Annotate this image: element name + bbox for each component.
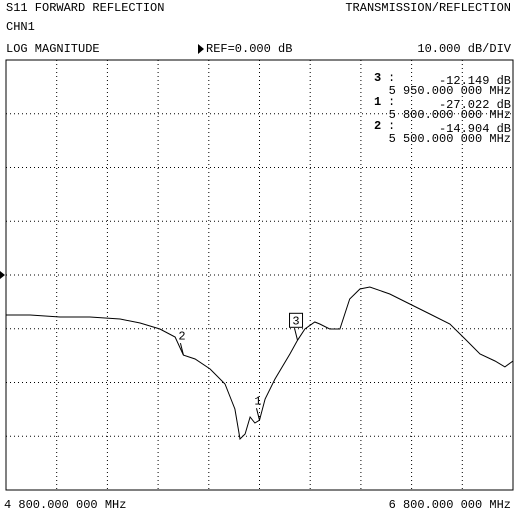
channel: CHN1 xyxy=(6,20,35,34)
format: LOG MAGNITUDE xyxy=(6,42,100,56)
readout-frequency: 5 500.000 000 MHz xyxy=(389,132,511,146)
ref-pointer xyxy=(198,44,204,54)
title: S11 FORWARD REFLECTION xyxy=(6,1,164,15)
scale: 10.000 dB/DIV xyxy=(417,42,511,56)
x-tick-label: 4 800.000 000 MHz xyxy=(4,498,126,512)
marker-box xyxy=(289,312,304,328)
readout-colon: : xyxy=(388,119,395,133)
marker-stem xyxy=(179,342,184,356)
readout-value: -12.149 dB xyxy=(439,74,511,88)
reference: REF=0.000 dB xyxy=(206,42,292,56)
marker-stem xyxy=(256,408,260,421)
reference-arrow xyxy=(0,271,5,279)
marker-label: 1 xyxy=(254,394,261,408)
marker-label: 2 xyxy=(178,329,185,343)
marker-stem xyxy=(294,328,299,341)
readout-frequency: 5 800.000 000 MHz xyxy=(389,108,511,122)
readout-number: 2 xyxy=(374,119,381,133)
trace xyxy=(6,286,514,441)
readout-number: 1 xyxy=(374,95,381,109)
subtitle: TRANSMISSION/REFLECTION xyxy=(345,1,511,15)
readout-colon: : xyxy=(388,95,395,109)
readout-colon: : xyxy=(388,71,395,85)
readout-value: -27.022 dB xyxy=(439,98,511,112)
readout-frequency: 5 950.000 000 MHz xyxy=(389,84,511,98)
readout-number: 3 xyxy=(374,71,381,85)
marker-label: 3 xyxy=(292,314,299,328)
readout-value: -14.904 dB xyxy=(439,122,511,136)
x-tick-label: 6 800.000 000 MHz xyxy=(389,498,511,512)
